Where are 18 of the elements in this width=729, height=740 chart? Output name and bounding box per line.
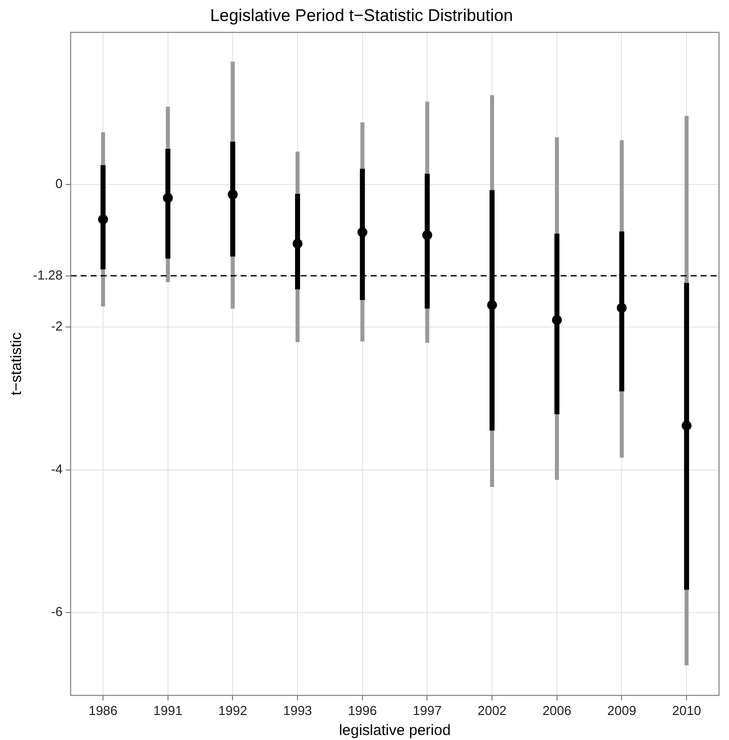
x-tick-label: 2009	[607, 702, 636, 718]
x-axis-title: legislative period	[338, 722, 451, 740]
x-tick-label: 2006	[542, 702, 572, 718]
y-tick-label: -2	[51, 318, 63, 334]
x-tick-label: 2002	[478, 702, 507, 718]
y-axis-title: t−statistic	[8, 332, 26, 396]
x-tick-label: 2010	[672, 702, 702, 718]
chart-title: Legislative Period t−Statistic Distribution	[210, 6, 513, 25]
x-tick-label: 1991	[153, 702, 182, 718]
x-tick-label: 1986	[88, 702, 118, 718]
y-tick-label: -1.28	[32, 267, 63, 282]
x-tick-label: 1997	[412, 702, 442, 718]
y-tick-label: 0	[55, 176, 63, 191]
y-tick-label: -4	[51, 461, 63, 476]
x-tick-label: 1993	[283, 702, 312, 718]
x-tick-label: 1992	[218, 702, 248, 718]
y-tick-label: -6	[51, 604, 63, 620]
x-tick-label: 1996	[348, 702, 377, 718]
